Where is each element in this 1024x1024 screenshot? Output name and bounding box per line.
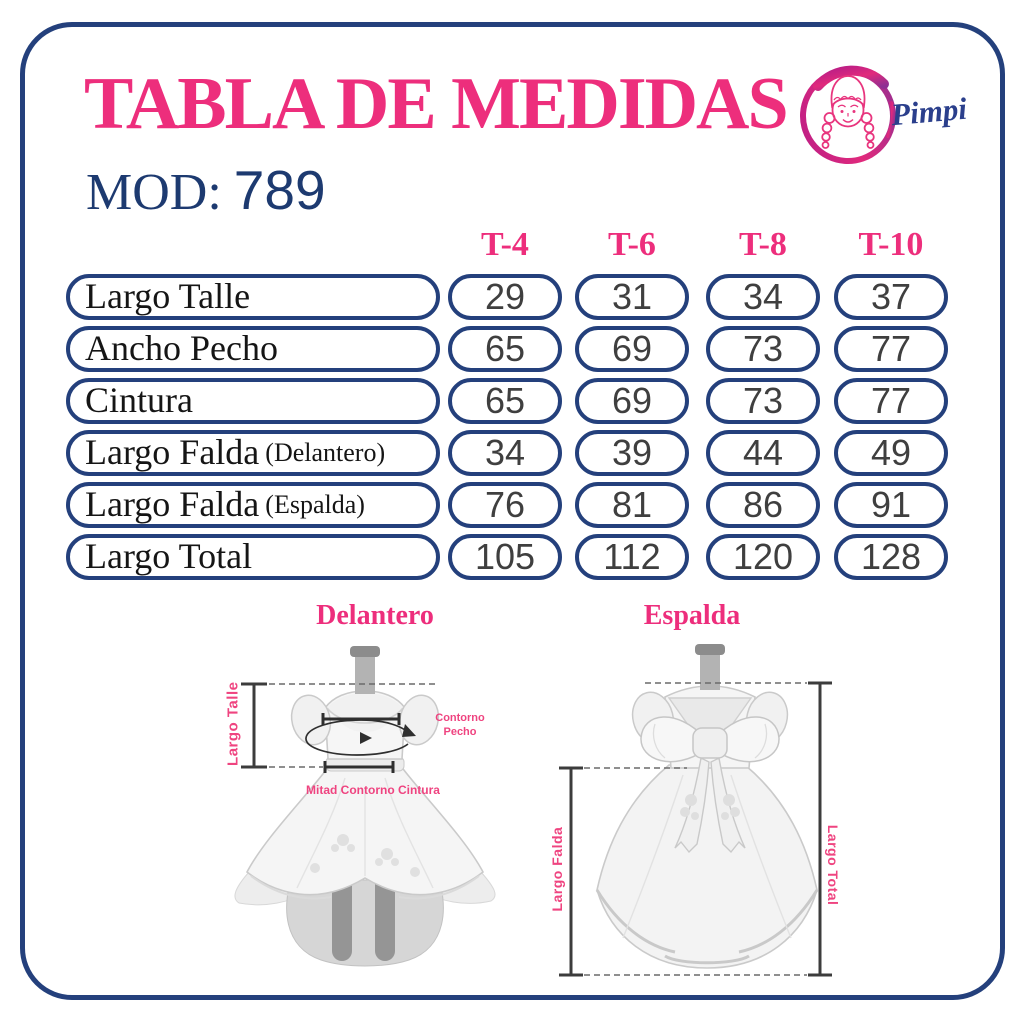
row-label-largo-total: Largo Total — [66, 534, 440, 580]
cell-falda-delantero-t4: 34 — [448, 430, 562, 476]
model-label: MOD: — [86, 164, 222, 221]
chest-circumference-arrow — [305, 719, 416, 756]
cell-falda-delantero-t10: 49 — [834, 430, 948, 476]
largo-falda-bracket — [559, 766, 583, 977]
back-largo-falda-label: Largo Falda — [548, 826, 565, 912]
front-dress-diagram — [234, 646, 496, 967]
model-line: MOD: 789 — [86, 158, 326, 222]
cell-cintura-t10: 77 — [834, 378, 948, 424]
cell-largo-total-t10: 128 — [834, 534, 948, 580]
cell-largo-total-t8: 120 — [706, 534, 820, 580]
row-label-cintura: Cintura — [66, 378, 440, 424]
cell-largo-total-t4: 105 — [448, 534, 562, 580]
row-label-largo-falda-delantero: Largo Falda (Delantero) — [66, 430, 440, 476]
column-header-t6: T-6 — [608, 226, 656, 263]
row-label-largo-talle: Largo Talle — [66, 274, 440, 320]
model-number: 789 — [233, 159, 326, 221]
front-mitad-cintura-label: Mitad Contorno Cintura — [306, 783, 440, 797]
cell-falda-espalda-t6: 81 — [575, 482, 689, 528]
front-diagram-title: Delantero — [316, 600, 434, 631]
skirt-applique — [310, 834, 420, 877]
cell-ancho-pecho-t6: 69 — [575, 326, 689, 372]
cell-ancho-pecho-t10: 77 — [834, 326, 948, 372]
largo-talle-bracket — [241, 682, 267, 769]
girl-face-icon — [821, 75, 875, 149]
cell-largo-talle-t6: 31 — [575, 274, 689, 320]
cell-falda-espalda-t10: 91 — [834, 482, 948, 528]
dress-skirt — [596, 764, 818, 969]
chest-measure-line — [321, 713, 401, 725]
bow-tails — [674, 756, 746, 854]
cell-falda-delantero-t6: 39 — [575, 430, 689, 476]
cell-cintura-t4: 65 — [448, 378, 562, 424]
cell-largo-talle-t10: 37 — [834, 274, 948, 320]
front-contorno-pecho-label: Contorno Pecho — [435, 712, 485, 739]
back-largo-total-label: Largo Total — [825, 824, 842, 906]
waist-measure-line — [323, 761, 395, 773]
cell-largo-talle-t4: 29 — [448, 274, 562, 320]
row-label-largo-falda-espalda: Largo Falda (Espalda) — [66, 482, 440, 528]
mannequin-neck — [350, 646, 380, 694]
cell-falda-delantero-t8: 44 — [706, 430, 820, 476]
back-dress-diagram — [559, 644, 832, 977]
row-label-ancho-pecho: Ancho Pecho — [66, 326, 440, 372]
cell-falda-espalda-t4: 76 — [448, 482, 562, 528]
front-largo-talle-label: Largo Talle — [224, 681, 242, 766]
cell-cintura-t6: 69 — [575, 378, 689, 424]
column-header-t4: T-4 — [481, 226, 529, 263]
mannequin-neck — [695, 644, 725, 690]
cell-ancho-pecho-t8: 73 — [706, 326, 820, 372]
column-header-t10: T-10 — [858, 226, 924, 263]
bow — [640, 716, 780, 763]
page-title: TABLA DE MEDIDAS — [84, 63, 789, 145]
column-header-t8: T-8 — [739, 226, 787, 263]
guide-dashes — [584, 682, 807, 976]
guide-dashes — [269, 683, 435, 768]
back-diagram-title: Espalda — [643, 600, 741, 631]
cell-largo-talle-t8: 34 — [706, 274, 820, 320]
cell-cintura-t8: 73 — [706, 378, 820, 424]
cell-ancho-pecho-t4: 65 — [448, 326, 562, 372]
cell-falda-espalda-t8: 86 — [706, 482, 820, 528]
cell-largo-total-t6: 112 — [575, 534, 689, 580]
brush-circle-icon — [800, 65, 896, 165]
largo-total-bracket — [808, 681, 832, 977]
brand-logo-icon — [800, 65, 896, 165]
